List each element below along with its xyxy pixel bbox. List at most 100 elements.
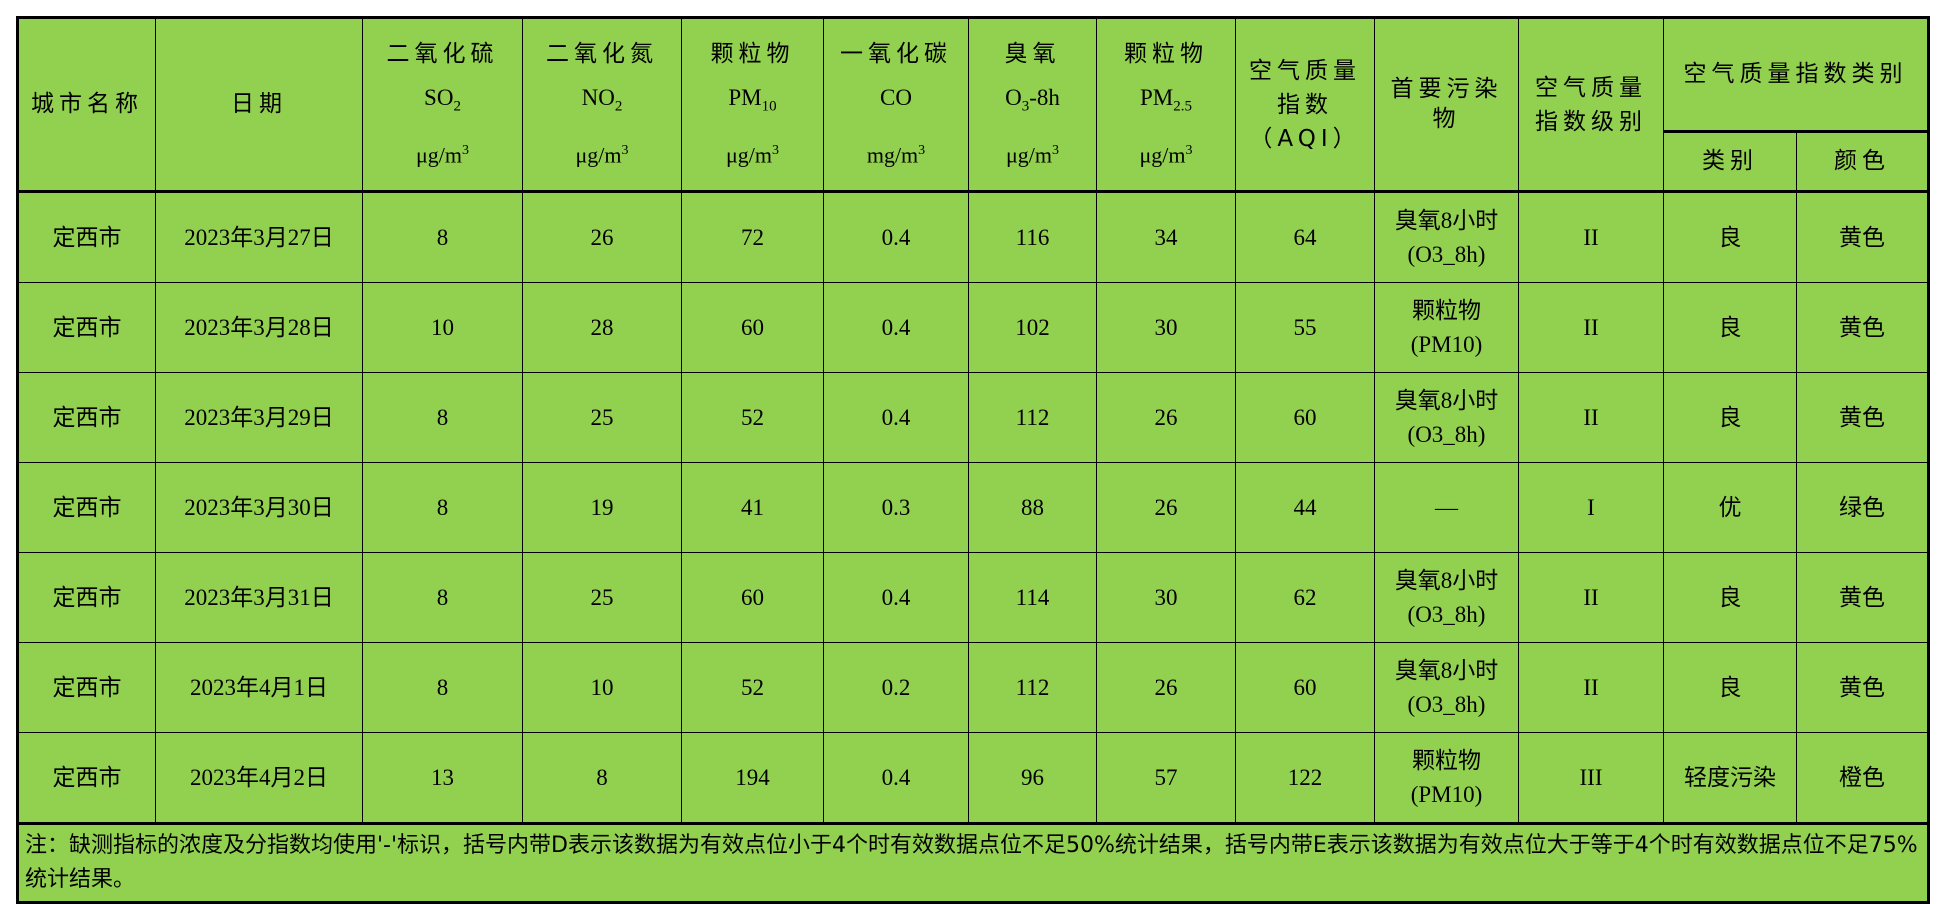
cell-color: 黄色 [1796,552,1929,643]
cell-no2: 10 [522,642,682,733]
cell-city: 定西市 [17,732,156,824]
cell-date: 2023年3月28日 [155,282,363,373]
pollutant-name: 颗粒物 [1124,41,1208,68]
cell-city: 定西市 [17,462,156,553]
cell-category: 良 [1663,642,1797,733]
cell-co: 0.4 [823,552,969,643]
cell-city: 定西市 [17,282,156,373]
cell-color: 黄色 [1796,282,1929,373]
cell-co: 0.4 [823,191,969,283]
formula-subscript: 2 [614,98,623,115]
header-color: 颜色 [1796,131,1929,193]
cell-level: II [1518,552,1664,643]
aqi-line2: 指数 [1277,91,1333,118]
header-so2: 二氧化硫 SO2 μg/m3 [362,17,523,193]
cell-so2: 8 [362,462,523,553]
cell-category: 良 [1663,191,1797,283]
cell-aqi: 64 [1235,191,1375,283]
cell-pm10: 60 [681,282,824,373]
unit-superscript: 3 [1052,142,1060,158]
cell-level: I [1518,462,1664,553]
unit-superscript: 3 [772,142,780,158]
cell-date: 2023年4月2日 [155,732,363,824]
table-row: 定西市 2023年3月28日 10 28 60 0.4 102 30 55 颗粒物 (PM10) II… [17,282,1929,373]
cell-city: 定西市 [17,372,156,463]
header-pm25: 颗粒物 PM2.5 μg/m3 [1096,17,1236,193]
pollutant-line1: 臭氧8小时 [1394,657,1499,683]
cell-city: 定西市 [17,552,156,643]
cell-city: 定西市 [17,191,156,283]
cell-date: 2023年4月1日 [155,642,363,733]
header-city: 城市名称 [17,17,156,193]
header-aqi: 空气质量 指数 （AQI） [1235,17,1375,193]
cell-date: 2023年3月29日 [155,372,363,463]
cell-o3: 116 [968,191,1097,283]
formula-text: NO [581,85,615,111]
unit-superscript: 3 [1185,142,1193,158]
formula-subscript: 3 [1021,98,1030,115]
unit-text: μg/m [725,141,773,167]
cell-pm25: 30 [1096,552,1236,643]
table-row: 定西市 2023年3月30日 8 19 41 0.3 88 26 44 — I 优绿色 [17,462,1929,553]
cell-pol: 臭氧8小时 (O3_8h) [1374,191,1519,283]
cell-o3: 88 [968,462,1097,553]
level-line1: 空气质量 [1535,74,1647,101]
cell-color: 黄色 [1796,372,1929,463]
unit-superscript: 3 [621,142,629,158]
pollutant-formula: NO2 [523,76,681,129]
footnote: 注：缺测指标的浓度及分指数均使用'-'标识，括号内带D表示该数据为有效点位小于4… [17,822,1929,903]
formula-text: PM [1140,85,1174,111]
unit-text: μg/m [1005,141,1053,167]
pollutant-line2: (PM10) [1410,781,1483,807]
cell-pm10: 60 [681,552,824,643]
header-level: 空气质量 指数级别 [1518,17,1664,193]
cell-color: 橙色 [1796,732,1929,824]
cell-aqi: 60 [1235,642,1375,733]
cell-o3: 112 [968,372,1097,463]
cell-category: 良 [1663,552,1797,643]
header-o3: 臭氧 O3-8h μg/m3 [968,17,1097,193]
table-row: 定西市 2023年3月29日 8 25 52 0.4 112 26 60 臭氧8小时 (O3_8h)… [17,372,1929,463]
pollutant-line2: (O3_8h) [1407,691,1486,717]
formula-subscript: 10 [761,98,777,115]
air-quality-table: 城市名称 日期 二氧化硫 SO2 μg/m3 二氧化氮 NO2 μg/m3 颗粒物 PM1… [16,16,1930,904]
cell-color: 绿色 [1796,462,1929,553]
pollutant-formula: O3-8h [969,76,1096,129]
pollutant-formula: SO2 [363,76,522,129]
cell-pm25: 34 [1096,191,1236,283]
cell-pm25: 26 [1096,372,1236,463]
cell-color: 黄色 [1796,191,1929,283]
cell-aqi: 44 [1235,462,1375,553]
pollutant-line1: 臭氧8小时 [1394,567,1499,593]
cell-pm25: 30 [1096,282,1236,373]
cell-city: 定西市 [17,642,156,733]
cell-o3: 102 [968,282,1097,373]
pollutant-unit: mg/m3 [824,129,968,177]
cell-pol: 臭氧8小时 (O3_8h) [1374,372,1519,463]
cell-pm25: 57 [1096,732,1236,824]
cell-category: 良 [1663,282,1797,373]
pollutant-name: 颗粒物 [710,41,795,68]
unit-text: μg/m [1139,141,1186,167]
formula-text: CO [880,85,912,111]
cell-level: II [1518,372,1664,463]
unit-text: μg/m [575,141,622,167]
formula-subscript: 2 [453,98,461,115]
pollutant-name: 二氧化氮 [546,41,658,68]
pollutant-unit: μg/m3 [682,129,823,177]
cell-level: III [1518,732,1664,824]
cell-so2: 8 [362,552,523,643]
pollutant-formula: PM2.5 [1097,76,1235,129]
cell-co: 0.3 [823,462,969,553]
cell-pm10: 194 [681,732,824,824]
table-row: 定西市 2023年4月2日 13 8 194 0.4 96 57 122 颗粒物 (PM10) III… [17,732,1929,824]
cell-no2: 25 [522,552,682,643]
cell-date: 2023年3月31日 [155,552,363,643]
pollutant-line2: (O3_8h) [1407,241,1486,267]
cell-aqi: 60 [1235,372,1375,463]
cell-no2: 19 [522,462,682,553]
cell-category: 良 [1663,372,1797,463]
cell-date: 2023年3月30日 [155,462,363,553]
cell-no2: 25 [522,372,682,463]
cell-level: II [1518,642,1664,733]
